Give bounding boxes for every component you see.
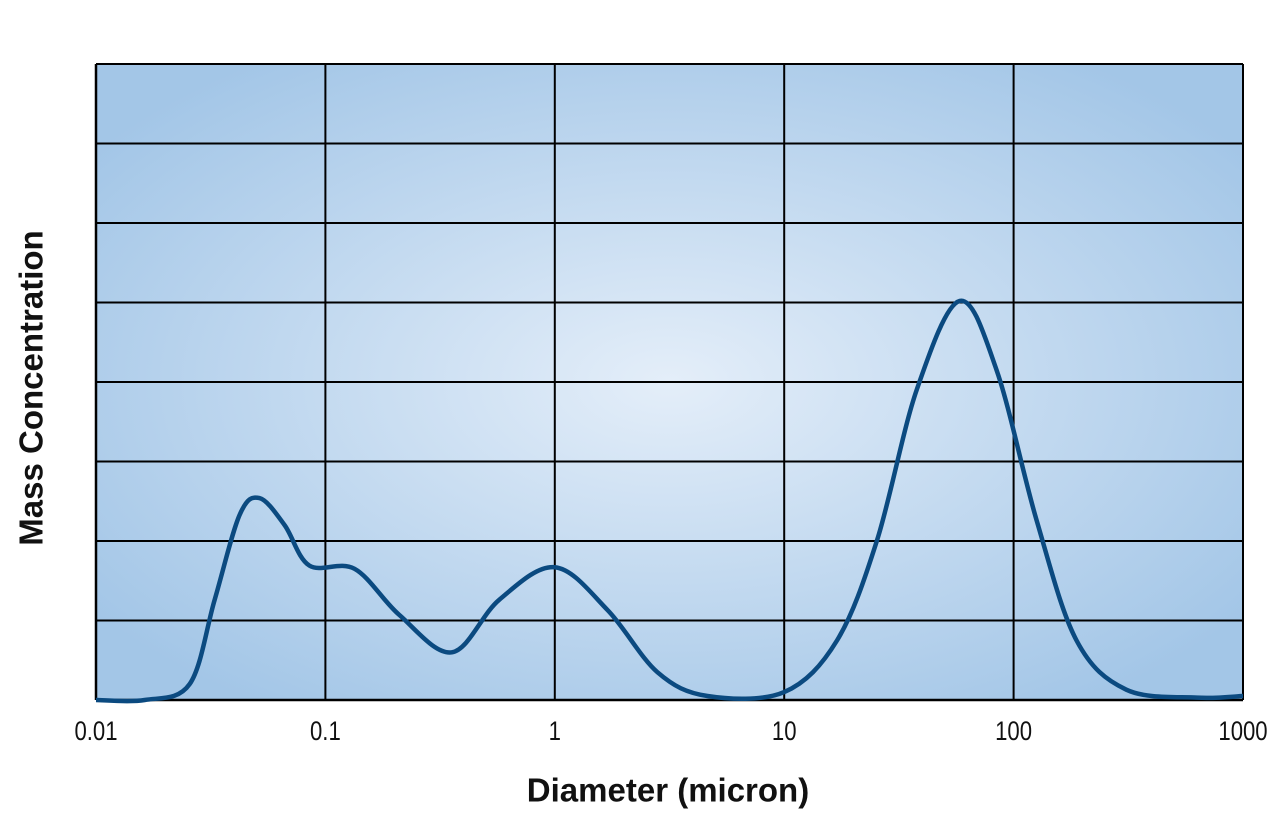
x-tick-label: 1 — [549, 717, 561, 747]
y-axis-label: Mass Concentration — [13, 230, 50, 545]
x-axis-label: Diameter (micron) — [527, 772, 809, 809]
x-tick-label: 10 — [772, 717, 797, 747]
x-tick-label: 1000 — [1218, 717, 1267, 747]
data-line — [95, 298, 1244, 704]
x-tick-label: 0.01 — [74, 717, 117, 747]
x-tick-label: 100 — [995, 717, 1032, 747]
x-tick-label: 0.1 — [310, 717, 341, 747]
